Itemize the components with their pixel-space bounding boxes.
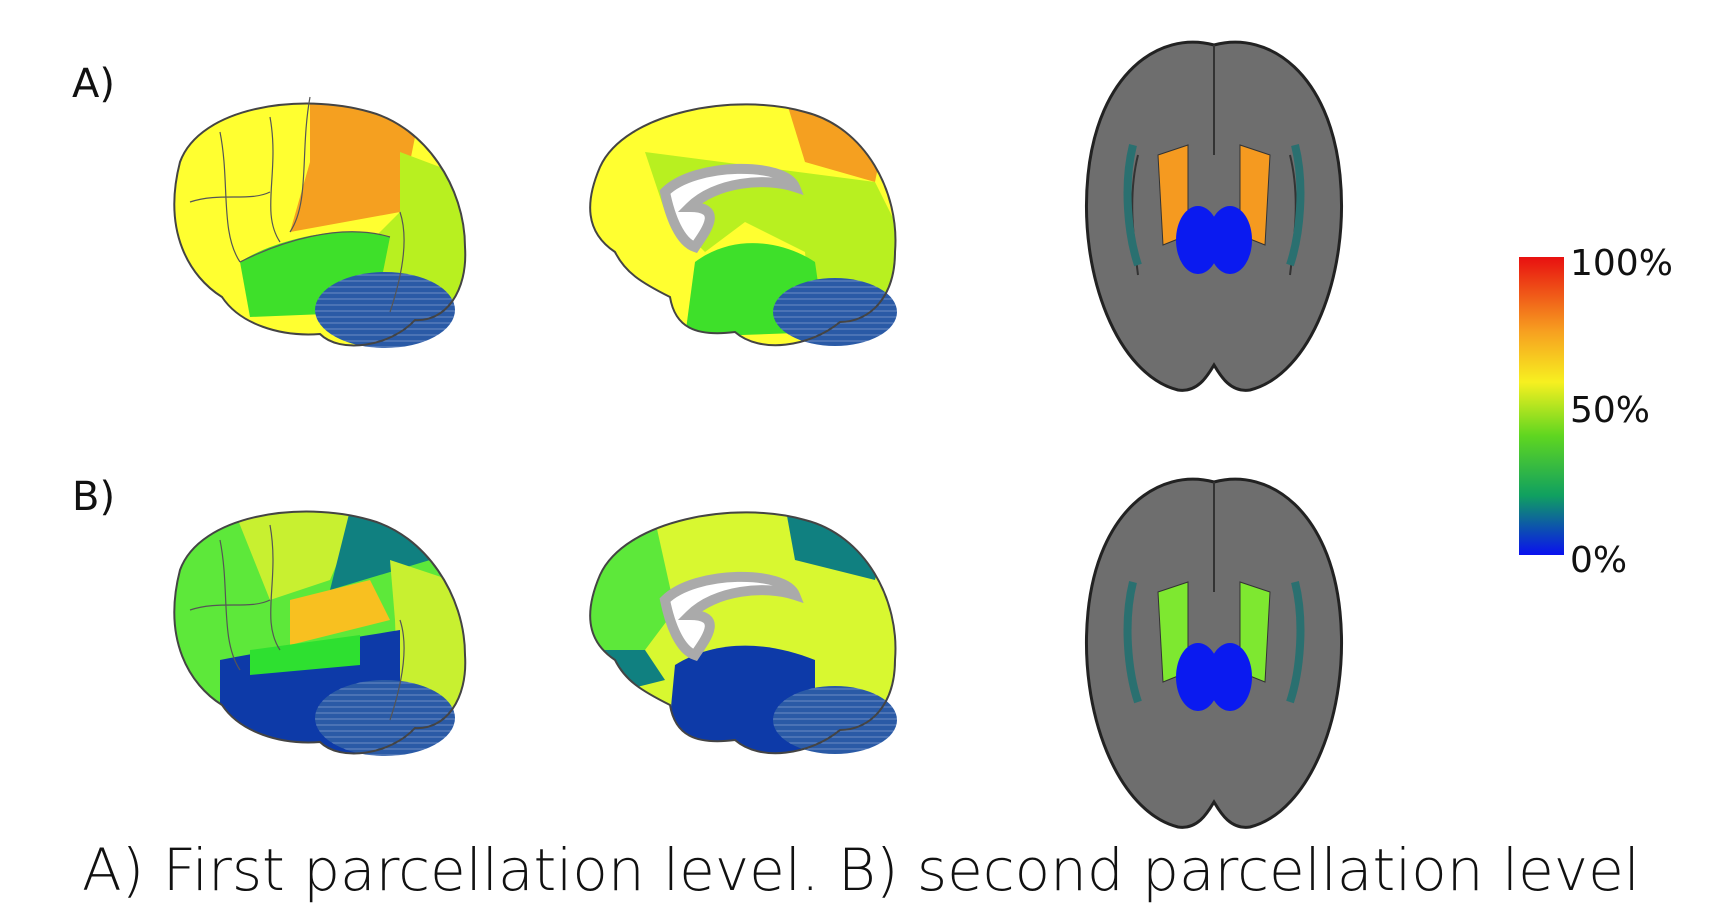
colorbar-label: 0% [1570,540,1627,581]
panel-label: B) [72,474,115,520]
panel-label: A) [72,61,115,107]
brain-lateral [160,500,480,770]
colorbar-label: 100% [1570,243,1673,284]
colorbar-label: 50% [1570,390,1650,431]
brain-lateral [160,92,480,362]
brain-medial [585,92,905,362]
figure: A) B) [0,0,1721,912]
caption: A) First parcellation level. B) second p… [82,836,1640,904]
brain-axial [1086,42,1341,390]
colorbar [1519,257,1564,555]
brain-medial [585,500,905,770]
brain-axial [1086,479,1341,827]
